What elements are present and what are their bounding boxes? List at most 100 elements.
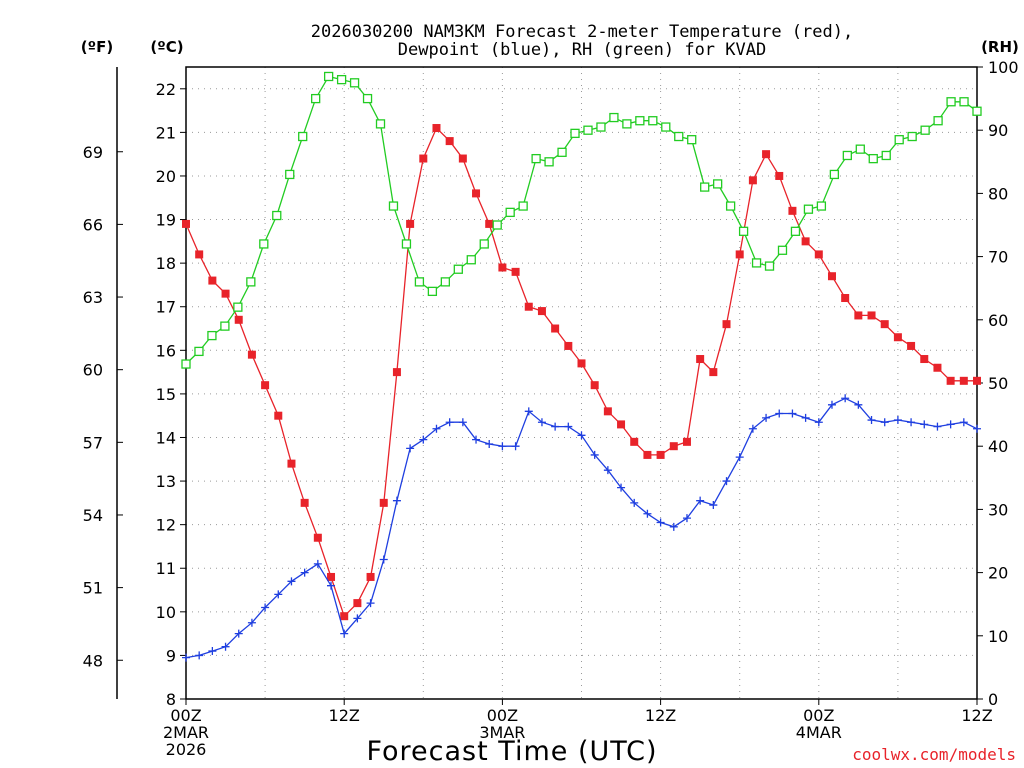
data-point <box>221 289 230 298</box>
data-point <box>751 258 762 268</box>
data-point <box>656 518 665 527</box>
data-point <box>336 74 347 85</box>
data-point <box>472 435 481 444</box>
data-point <box>300 498 309 507</box>
data-point <box>353 599 362 608</box>
data-point <box>596 122 606 132</box>
data-point <box>841 394 850 403</box>
rh-tick-label: 100 <box>988 58 1019 77</box>
series-filled-square-celsius <box>182 124 981 621</box>
data-point <box>544 157 554 167</box>
data-point <box>182 219 190 228</box>
data-point <box>287 459 296 468</box>
rh-tick-label: 50 <box>988 374 1008 393</box>
data-point <box>492 220 502 230</box>
data-point <box>893 333 902 342</box>
data-point <box>511 442 520 451</box>
rh-tick-label: 30 <box>988 500 1008 519</box>
data-point <box>208 276 217 285</box>
data-point <box>841 294 850 303</box>
data-point <box>713 179 723 189</box>
celsius-tick-label: 8 <box>166 690 176 709</box>
rh-tick-label: 10 <box>988 627 1008 646</box>
data-point <box>775 409 784 418</box>
grid-lines <box>186 67 977 699</box>
data-point <box>392 368 401 377</box>
x-tick-label: 00Z <box>803 706 834 725</box>
data-point <box>643 450 652 459</box>
data-point <box>868 153 878 164</box>
data-point <box>340 629 349 638</box>
data-point <box>674 131 684 142</box>
data-point <box>669 442 678 451</box>
fahrenheit-tick-label: 51 <box>83 579 103 598</box>
data-series <box>181 71 982 662</box>
data-point <box>466 255 476 265</box>
celsius-tick-label: 9 <box>166 646 176 665</box>
data-point <box>419 154 428 163</box>
series-open-square-rh <box>181 71 982 369</box>
x-tick-label: 2026 <box>166 740 207 759</box>
data-point <box>735 453 744 462</box>
data-point <box>803 204 814 214</box>
data-point <box>285 169 295 180</box>
data-point <box>946 376 955 385</box>
data-point <box>221 642 230 651</box>
data-point <box>323 71 334 82</box>
fahrenheit-tick-label: 69 <box>83 143 103 162</box>
rh-tick-label: 0 <box>988 690 998 709</box>
data-point <box>764 261 775 271</box>
data-point <box>440 277 450 287</box>
data-point <box>551 422 560 431</box>
data-point <box>777 245 788 255</box>
x-tick-label: 3MAR <box>479 723 525 742</box>
data-point <box>311 93 321 104</box>
data-point <box>656 450 665 459</box>
data-point <box>313 533 322 542</box>
data-point <box>959 376 968 385</box>
data-point <box>816 201 827 211</box>
data-point <box>603 407 612 416</box>
data-point <box>643 509 652 518</box>
data-point <box>194 346 204 357</box>
data-point <box>946 97 956 107</box>
data-point <box>920 355 929 364</box>
series-line <box>185 126 977 618</box>
data-point <box>648 116 658 126</box>
data-point <box>722 320 731 329</box>
data-point <box>247 350 256 359</box>
data-point <box>353 614 362 623</box>
x-tick-label: 12Z <box>961 706 992 725</box>
data-point <box>246 277 256 287</box>
celsius-tick-label: 15 <box>156 385 176 404</box>
data-point <box>814 418 823 427</box>
data-point <box>274 590 283 599</box>
data-point <box>630 437 639 446</box>
data-point <box>867 416 876 425</box>
data-point <box>261 603 270 612</box>
x-tick-label: 12Z <box>645 706 676 725</box>
data-point <box>661 122 671 132</box>
data-point <box>340 612 349 621</box>
data-point <box>577 431 586 440</box>
data-point <box>933 363 942 372</box>
data-point <box>972 106 982 116</box>
data-point <box>893 416 902 425</box>
data-point <box>349 78 360 88</box>
data-point <box>313 559 322 568</box>
data-point <box>709 368 718 377</box>
data-point <box>880 418 889 427</box>
fahrenheit-tick-label: 57 <box>83 433 103 452</box>
data-point <box>379 555 388 564</box>
celsius-tick-label: 19 <box>156 211 176 230</box>
data-point <box>880 320 889 329</box>
data-point <box>233 302 243 312</box>
data-point <box>829 169 840 180</box>
data-point <box>827 272 836 281</box>
data-point <box>362 93 373 104</box>
rh-tick-label: 60 <box>988 311 1008 330</box>
data-point <box>234 315 243 324</box>
fahrenheit-tick-label: 54 <box>83 506 103 525</box>
data-point <box>445 418 454 427</box>
rh-tick-label: 20 <box>988 564 1008 583</box>
